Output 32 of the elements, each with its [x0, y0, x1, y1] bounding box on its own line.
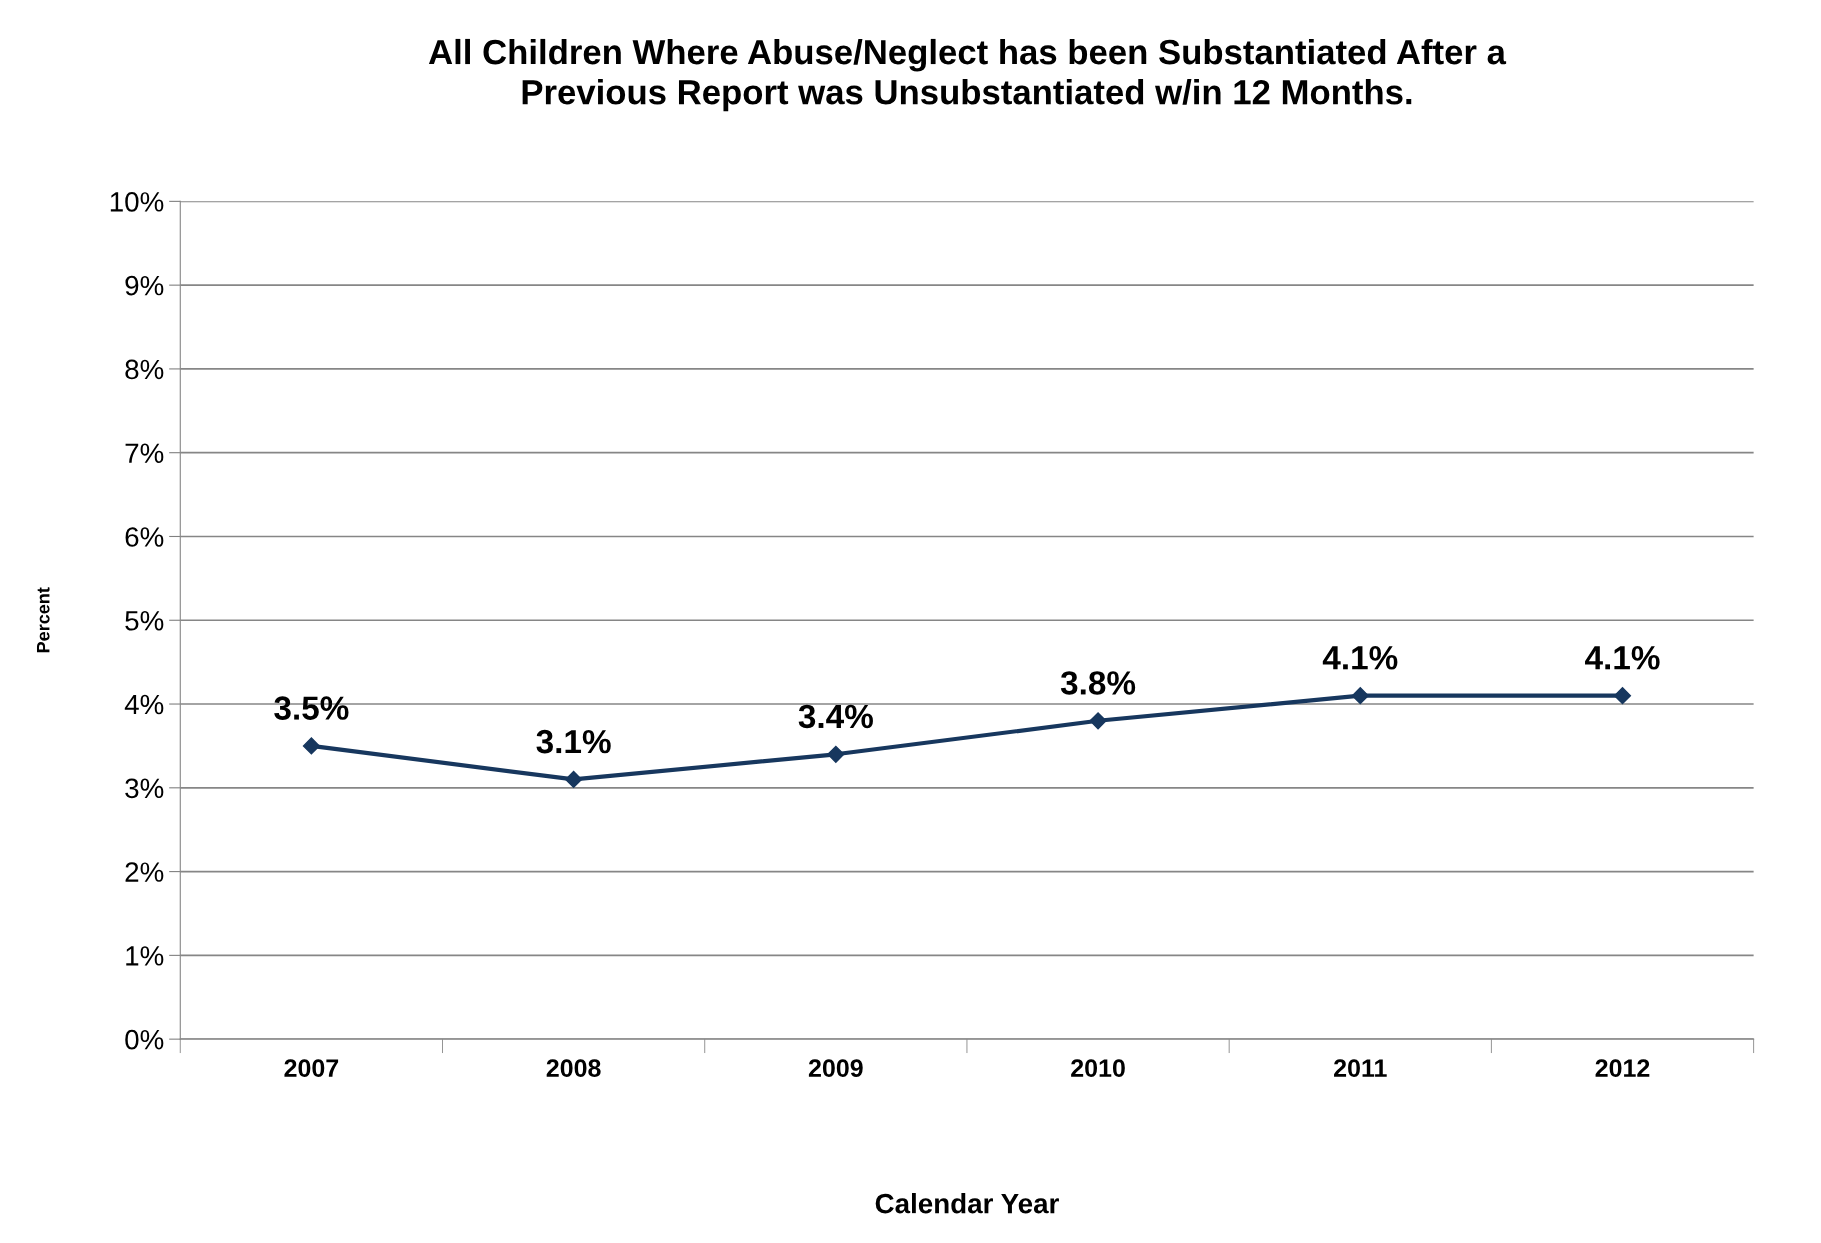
point	[1613, 687, 1632, 705]
y-tick-label: 3%	[125, 778, 164, 799]
y-axis-title: Percent	[36, 587, 50, 653]
y-tick-label: 4%	[124, 694, 164, 715]
data-label: 3.5%	[274, 696, 349, 720]
x-axis-title: Calendar Year	[875, 1193, 1059, 1214]
point	[302, 737, 320, 755]
x-tick-label: 2011	[1334, 1059, 1387, 1077]
y-tick-label: 10%	[110, 192, 164, 212]
x-tick-label: 2007	[284, 1059, 339, 1077]
y-tick-label: 6%	[125, 527, 164, 547]
y-tick-label: 7%	[125, 443, 164, 463]
y-tick-label: 5%	[125, 611, 164, 631]
point	[827, 745, 845, 763]
y-tick-label: 8%	[125, 359, 164, 380]
y-tick-label: 0%	[125, 1029, 164, 1050]
data-label: 4.1%	[1585, 646, 1660, 670]
data-label: 3.8%	[1060, 671, 1136, 695]
point	[565, 770, 583, 788]
x-tick-label: 2009	[808, 1059, 863, 1077]
x-tick-label: 2012	[1595, 1059, 1650, 1077]
data-label: 3.1%	[536, 729, 611, 754]
x-tick-label: 2008	[546, 1059, 601, 1077]
x-tick-label: 2010	[1071, 1059, 1125, 1077]
data-label: 4.1%	[1322, 646, 1398, 670]
y-tick-label: 2%	[125, 862, 164, 882]
y-tick-label: 9%	[125, 275, 164, 296]
data-label: 3.4%	[798, 704, 873, 729]
y-tick-label: 1%	[126, 946, 164, 966]
chart-title: All Children Where Abuse/Neglect has been Substantiated After a Previous Report was Unsubstantiated w/in 12 Months.	[428, 38, 1507, 112]
point	[1351, 687, 1369, 705]
point	[1089, 712, 1107, 730]
